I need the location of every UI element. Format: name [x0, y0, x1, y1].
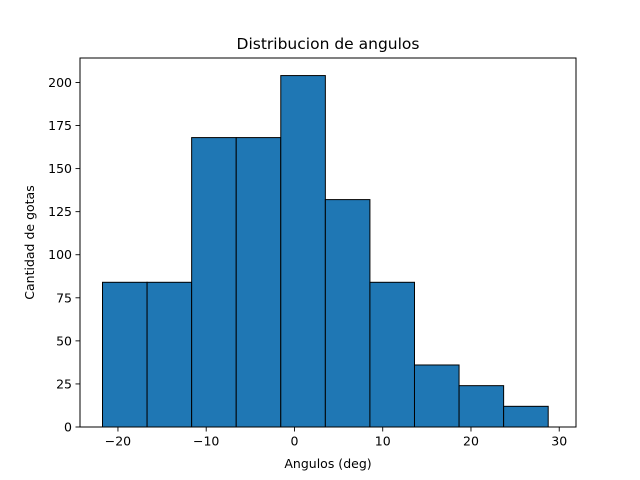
y-tick-label: 150: [48, 161, 72, 176]
y-tick-label: 175: [48, 118, 72, 133]
x-axis-label: Angulos (deg): [284, 456, 371, 471]
histogram-bar: [235, 137, 282, 428]
x-tick-label: 0: [290, 434, 298, 449]
x-tick-label: −10: [193, 434, 219, 449]
histogram-bar: [280, 75, 326, 428]
y-tick-label: 100: [48, 247, 72, 262]
histogram-bar: [324, 199, 371, 428]
y-tick-label: 50: [56, 333, 72, 348]
y-tick-label: 75: [56, 290, 72, 305]
x-tick-label: −20: [105, 434, 131, 449]
chart-title: Distribucion de angulos: [237, 35, 420, 53]
bars-group: [102, 75, 549, 428]
x-axis: −20 −10 0 10 20 30: [105, 427, 567, 449]
histogram-bar: [191, 137, 237, 428]
histogram-bar: [413, 364, 460, 428]
x-tick-label: 30: [551, 434, 567, 449]
y-axis-label: Cantidad de gotas: [22, 185, 37, 299]
y-tick-label: 0: [64, 420, 72, 435]
x-tick-label: 10: [375, 434, 391, 449]
histogram-bar: [503, 405, 549, 428]
y-tick-label: 25: [56, 376, 72, 391]
histogram-bar: [146, 281, 193, 428]
histogram-bar: [369, 281, 415, 428]
histogram-bar: [458, 385, 505, 428]
histogram-bar: [102, 281, 148, 428]
y-tick-label: 200: [48, 75, 72, 90]
y-tick-label: 125: [48, 204, 72, 219]
plot-frame: [79, 57, 577, 428]
y-axis: 0 25 50 75 100 125 150 175 200: [48, 75, 80, 435]
x-tick-label: 20: [463, 434, 479, 449]
